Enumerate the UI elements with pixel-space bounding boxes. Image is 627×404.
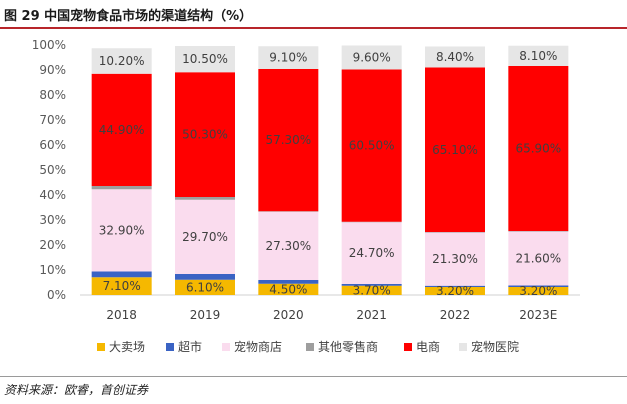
bar-segment-电商-2023E [508, 66, 569, 231]
y-tick-label: 100% [32, 38, 66, 52]
bar-segment-宠物商店-2023E [508, 231, 569, 286]
bar-segment-其他零售商-2022 [425, 232, 485, 233]
x-tick-label: 2018 [106, 308, 137, 322]
x-tick-label: 2021 [356, 308, 387, 322]
data-label: 3.20% [519, 284, 557, 298]
bar-segment-宠物医院-2019 [175, 46, 235, 73]
bar-segment-大卖场-2021 [341, 285, 402, 295]
data-label: 6.10% [186, 280, 224, 294]
y-tick-label: 90% [39, 63, 66, 77]
bar-segment-电商-2021 [341, 69, 402, 222]
figure-title: 图 29 中国宠物食品市场的渠道结构（%） [4, 9, 253, 24]
data-label: 9.60% [353, 51, 391, 65]
y-tick-label: 50% [39, 163, 66, 177]
data-label: 10.50% [182, 52, 228, 66]
bar-segment-电商-2020 [258, 69, 319, 212]
legend-label: 宠物医院 [471, 339, 519, 354]
bar-segment-宠物商店-2021 [341, 222, 402, 284]
x-tick-label: 2023E [519, 308, 557, 322]
data-label: 65.90% [515, 142, 561, 156]
legend-label: 电商 [416, 339, 440, 354]
y-tick-label: 20% [39, 238, 66, 252]
legend-swatch-电商 [404, 343, 412, 351]
stacked-bar-chart: 0% 10% 20% 30% 40% 50% 60% 70% 80% 90% 100% 2018 201… [32, 38, 580, 354]
bar-segment-宠物医院-2018 [91, 48, 152, 74]
data-label: 27.30% [265, 239, 311, 253]
legend-label: 超市 [178, 339, 202, 354]
data-label: 9.10% [269, 51, 307, 65]
data-label: 50.30% [182, 128, 228, 142]
title-rule [0, 27, 627, 29]
data-label: 21.60% [515, 252, 561, 266]
data-label: 7.10% [103, 279, 141, 293]
bar-segment-大卖场-2020 [258, 283, 319, 295]
bar-segment-宠物医院-2022 [425, 46, 485, 68]
bar-segment-宠物医院-2021 [341, 45, 402, 70]
bar-segment-其他零售商-2019 [175, 197, 235, 200]
bar-segment-大卖场-2022 [425, 287, 485, 295]
bar-segment-宠物商店-2022 [425, 232, 485, 286]
bar-segment-大卖场-2019 [175, 279, 235, 295]
bar-segment-其他零售商-2021 [341, 221, 402, 223]
bar-segment-超市-2018 [91, 271, 152, 278]
data-label: 21.30% [432, 252, 478, 266]
data-label: 8.10% [519, 49, 557, 63]
bar-segment-宠物商店-2020 [258, 211, 319, 280]
legend-label: 大卖场 [109, 340, 145, 354]
y-tick-label: 10% [39, 263, 66, 277]
bar-segment-其他零售商-2020 [258, 211, 319, 212]
bar-segment-电商-2022 [425, 67, 485, 232]
y-tick-label: 30% [39, 213, 66, 227]
y-tick-label: 60% [39, 138, 66, 152]
legend-label: 宠物商店 [234, 339, 282, 354]
data-label: 3.20% [436, 284, 474, 298]
x-tick-label: 2020 [273, 308, 304, 322]
y-tick-label: 0% [47, 288, 66, 302]
data-label: 32.90% [99, 223, 145, 237]
legend-swatch-宠物商店 [222, 343, 230, 351]
legend-swatch-超市 [166, 343, 174, 351]
data-label: 3.70% [353, 283, 391, 297]
legend-label: 其他零售商 [318, 339, 378, 354]
data-label: 65.10% [432, 143, 478, 157]
data-label: 4.50% [269, 282, 307, 296]
bar-segment-大卖场-2023E [508, 287, 569, 295]
bar-segment-宠物医院-2023E [508, 45, 569, 66]
bar-segment-电商-2018 [91, 73, 152, 186]
bar-segment-其他零售商-2023E [508, 231, 569, 232]
source-note: 资料来源：欧睿，首创证券 [4, 383, 149, 397]
figure-header: 图 29 中国宠物食品市场的渠道结构（%） [0, 0, 627, 26]
data-label: 8.40% [436, 50, 474, 64]
data-label: 60.50% [349, 139, 395, 153]
bar-segment-宠物医院-2020 [258, 46, 319, 69]
legend-swatch-大卖场 [97, 343, 105, 351]
y-tick-label: 80% [39, 88, 66, 102]
bar-segment-宠物商店-2018 [91, 189, 152, 272]
bar-segment-超市-2023E [508, 285, 569, 287]
y-tick-label: 70% [39, 113, 66, 127]
data-label: 44.90% [99, 123, 145, 137]
data-label: 10.20% [99, 54, 145, 68]
data-label: 29.70% [182, 230, 228, 244]
y-tick-label: 40% [39, 188, 66, 202]
legend-swatch-其他零售商 [306, 343, 314, 351]
bar-segment-大卖场-2018 [91, 277, 152, 295]
bar-segment-超市-2019 [175, 274, 235, 280]
x-tick-label: 2022 [440, 308, 471, 322]
bar-segment-宠物商店-2019 [175, 199, 235, 274]
x-tick-label: 2019 [190, 308, 221, 322]
legend-swatch-宠物医院 [459, 343, 467, 351]
bar-segment-超市-2021 [341, 284, 402, 286]
bar-segment-超市-2022 [425, 285, 485, 287]
data-label: 24.70% [349, 246, 395, 260]
bar-segment-其他零售商-2018 [91, 186, 152, 190]
data-label: 57.30% [265, 133, 311, 147]
source-rule [0, 376, 627, 377]
bar-segment-电商-2019 [175, 72, 235, 197]
bar-segment-超市-2020 [258, 280, 319, 284]
